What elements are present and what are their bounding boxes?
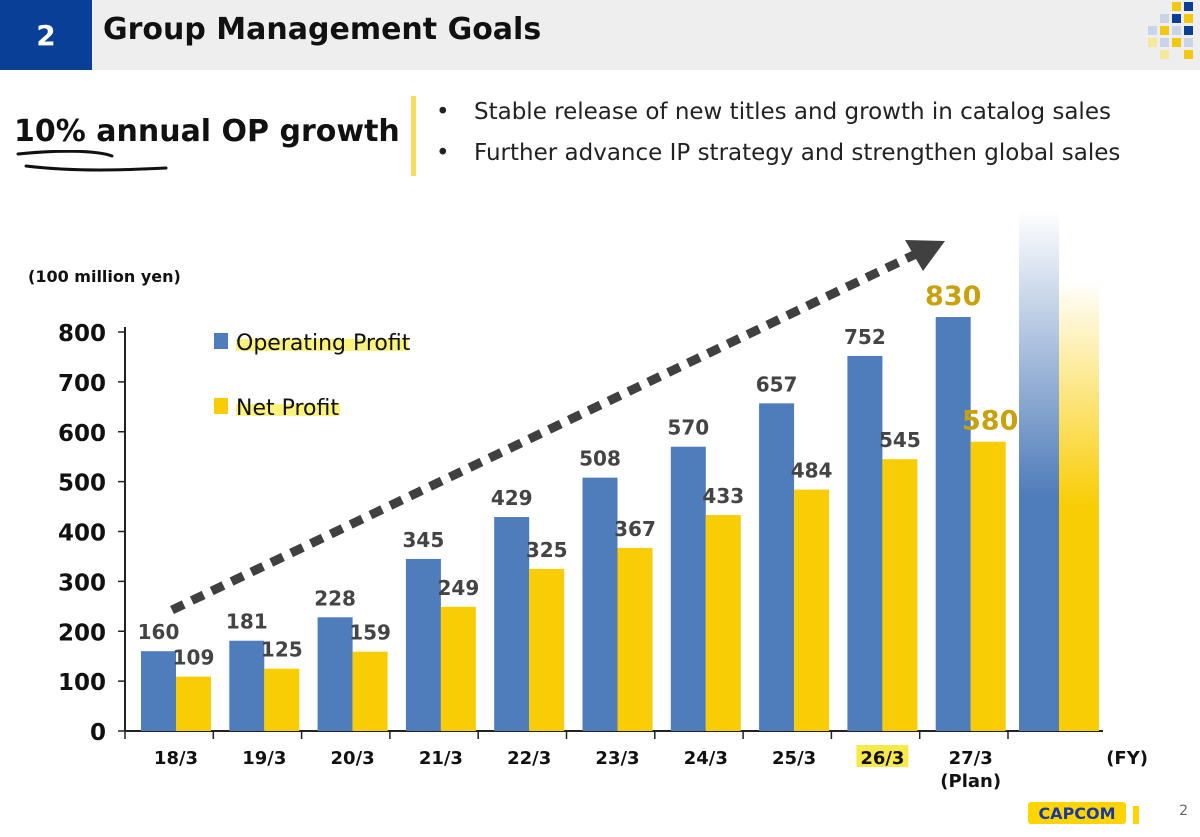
x-tick-label: 20/3 xyxy=(331,748,375,769)
x-tick-label: 19/3 xyxy=(242,748,286,769)
bullet-item: • Stable release of new titles and growth… xyxy=(436,94,1120,135)
bullet-item: • Further advance IP strategy and strengt… xyxy=(436,135,1120,176)
x-tick-label: 26/3 xyxy=(860,748,904,769)
data-label-operating-profit: 570 xyxy=(667,416,709,440)
y-tick-label: 300 xyxy=(58,570,106,596)
x-tick-sublabel: (Plan) xyxy=(940,771,1001,792)
data-label-net-profit: 249 xyxy=(438,576,480,600)
data-label-operating-profit: 508 xyxy=(579,447,621,471)
highlight-marker xyxy=(856,745,909,767)
profit-bar-chart: (100 million yen) 0 100 200 300 400 500 600 700 8… xyxy=(28,210,1148,792)
data-label-operating-profit: 345 xyxy=(403,528,445,552)
header-decoration-icon xyxy=(1148,2,1193,59)
data-label-operating-profit: 830 xyxy=(925,281,981,312)
data-label-net-profit: 367 xyxy=(614,517,656,541)
data-label-operating-profit: 228 xyxy=(314,586,356,610)
legend-label: Net Profit xyxy=(236,396,339,421)
bar-net-profit xyxy=(264,668,300,731)
bar-operating-profit xyxy=(229,640,265,731)
legend-swatch xyxy=(214,398,228,414)
data-label-net-profit: 580 xyxy=(962,406,1018,437)
bar-operating-profit xyxy=(494,517,530,731)
bullet-text: Stable release of new titles and growth … xyxy=(474,99,1111,125)
bullet-marker: • xyxy=(436,140,450,166)
y-tick-label: 100 xyxy=(58,670,106,696)
y-tick-label: 600 xyxy=(58,421,106,447)
data-label-net-profit: 325 xyxy=(526,538,568,562)
data-label-net-profit: 484 xyxy=(791,459,833,483)
data-label-net-profit: 545 xyxy=(879,428,921,452)
bar-operating-profit xyxy=(582,477,618,731)
bar-net-profit xyxy=(882,459,918,731)
trend-arrow-line xyxy=(170,248,920,615)
y-tick-label: 0 xyxy=(90,720,106,746)
x-tick-label: 21/3 xyxy=(419,748,463,769)
bar-net-profit xyxy=(705,515,741,731)
data-label-net-profit: 159 xyxy=(349,621,391,645)
x-tick-label: 18/3 xyxy=(154,748,198,769)
handwritten-underline xyxy=(16,150,168,172)
bar-net-profit xyxy=(352,651,388,731)
bar-net-profit xyxy=(794,489,830,731)
goal-headline: 10% annual OP growth xyxy=(14,114,400,149)
bar-operating-profit xyxy=(141,651,176,731)
bullet-list: • Stable release of new titles and growth… xyxy=(436,94,1120,176)
data-label-operating-profit: 752 xyxy=(844,325,886,349)
data-label-net-profit: 433 xyxy=(702,484,744,508)
page-number: 2 xyxy=(1179,803,1188,819)
header-bar xyxy=(92,0,1200,70)
data-label-net-profit: 125 xyxy=(261,638,303,662)
y-unit-label: (100 million yen) xyxy=(28,267,181,286)
data-label-operating-profit: 160 xyxy=(138,620,180,644)
section-number: 2 xyxy=(0,0,92,70)
capcom-logo: CAPCOM xyxy=(1028,802,1139,824)
data-label-operating-profit: 657 xyxy=(756,372,798,396)
trend-arrow-head xyxy=(905,240,945,271)
x-tick-label: 23/3 xyxy=(595,748,639,769)
x-tick-label: 27/3 xyxy=(949,748,993,769)
bullet-text: Further advance IP strategy and strength… xyxy=(474,140,1121,166)
y-tick-label: 700 xyxy=(58,371,106,397)
bar-operating-profit xyxy=(670,446,706,731)
bar-net-profit xyxy=(440,606,476,731)
y-tick-label: 200 xyxy=(58,620,106,646)
data-label-operating-profit: 181 xyxy=(226,610,268,634)
bar-net-profit xyxy=(617,547,653,731)
legend-highlight-marker xyxy=(236,339,408,351)
legend-swatch xyxy=(214,333,228,349)
bar-net-profit xyxy=(529,568,565,731)
legend-highlight-marker xyxy=(236,404,340,416)
x-tick-label: 22/3 xyxy=(507,748,551,769)
bar-operating-profit xyxy=(405,558,441,731)
future-bar-operating-profit xyxy=(1019,210,1059,731)
x-unit-label: (FY) xyxy=(1106,748,1148,769)
y-tick-label: 400 xyxy=(58,521,106,547)
bar-operating-profit xyxy=(935,317,971,731)
bullet-marker: • xyxy=(436,99,450,125)
bar-operating-profit xyxy=(759,403,795,731)
data-label-operating-profit: 429 xyxy=(491,486,533,510)
y-tick-label: 500 xyxy=(58,471,106,497)
x-tick-label: 24/3 xyxy=(684,748,728,769)
future-bar-net-profit xyxy=(1059,280,1099,731)
bar-operating-profit xyxy=(317,617,353,731)
y-tick-label: 800 xyxy=(58,321,106,347)
divider-line xyxy=(411,96,416,176)
bar-net-profit xyxy=(970,441,1006,731)
x-tick-label: 25/3 xyxy=(772,748,816,769)
page-title: Group Management Goals xyxy=(103,12,542,47)
legend-label: Operating Profit xyxy=(236,331,411,356)
bar-operating-profit xyxy=(847,355,883,731)
data-label-net-profit: 109 xyxy=(173,646,215,670)
bar-net-profit xyxy=(176,676,211,731)
svg-text:CAPCOM: CAPCOM xyxy=(1038,804,1115,823)
